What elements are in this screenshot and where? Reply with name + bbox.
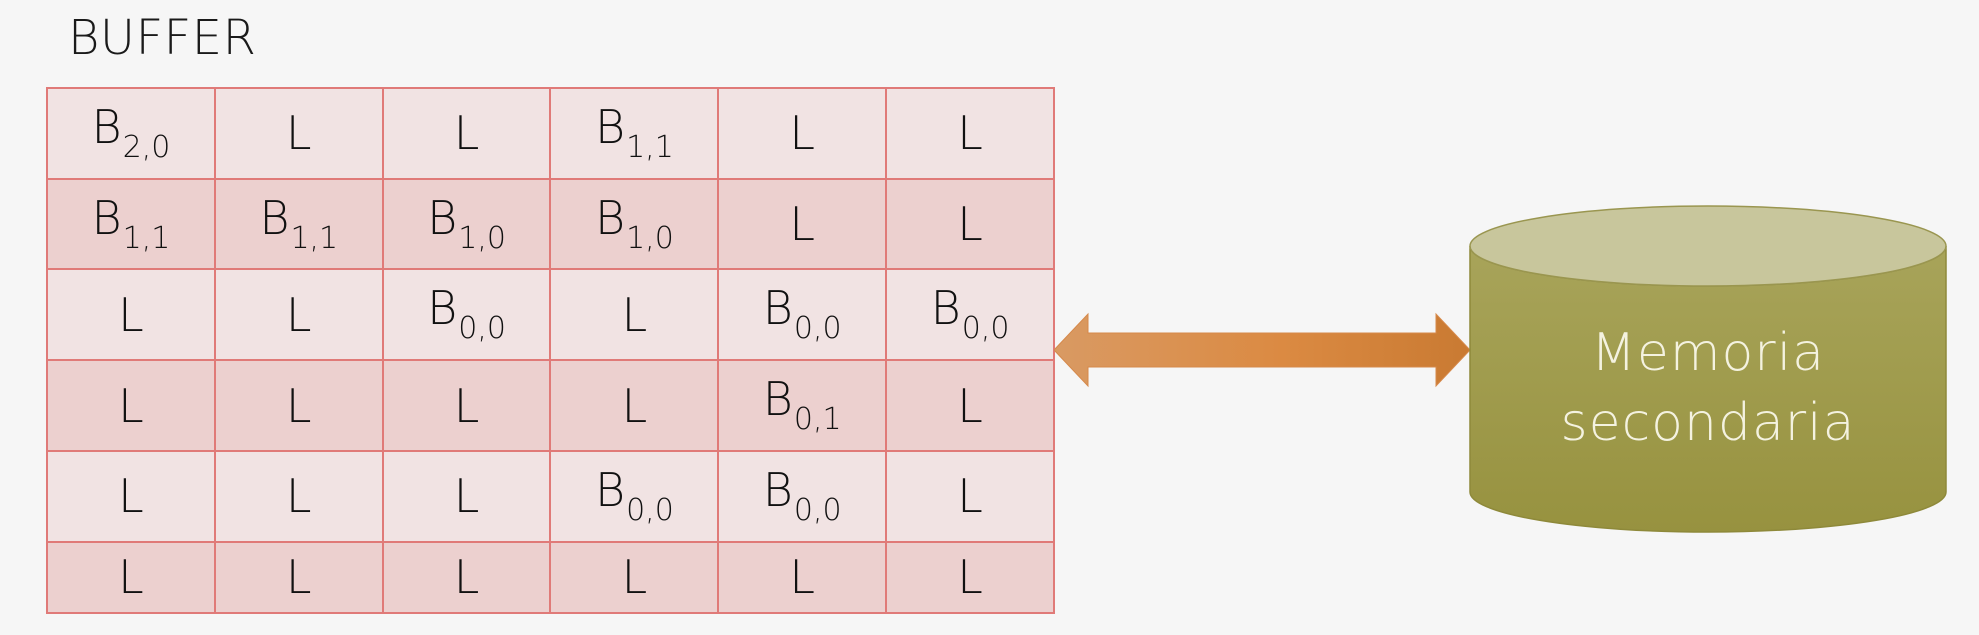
cell-symbol: L (118, 287, 144, 342)
cell-symbol: L (118, 550, 144, 605)
cell-symbol: B (91, 190, 122, 245)
cell-symbol: L (621, 550, 648, 605)
cell-subscript: 1,1 (290, 220, 339, 256)
cell-symbol: L (285, 287, 312, 342)
cell-subscript: 1,0 (626, 220, 674, 256)
buffer-cell: B2,0 (46, 87, 216, 180)
buffer-cell: B0,0 (549, 449, 720, 543)
buffer-cell: L (885, 359, 1055, 452)
buffer-row: B1,1 B1,1 B1,0 B1,0 L L (46, 177, 1055, 271)
buffer-cell: B0,0 (381, 268, 552, 362)
buffer-cell: B1,0 (381, 177, 552, 271)
buffer-cell: L (381, 540, 552, 615)
buffer-cell: B0,0 (717, 268, 888, 362)
buffer-cell: B0,1 (717, 359, 888, 452)
storage-label-line2: secondaria (1560, 393, 1856, 453)
cell-symbol: B (91, 99, 122, 154)
buffer-cell: L (46, 449, 216, 543)
cell-symbol: L (453, 550, 480, 605)
buffer-cell: L (381, 87, 552, 180)
cell-subscript: 0,0 (961, 311, 1010, 347)
cell-symbol: L (453, 106, 480, 161)
buffer-cell: L (549, 540, 720, 615)
cell-subscript: 0,0 (458, 311, 506, 347)
buffer-cell: L (213, 449, 384, 543)
cell-symbol: L (957, 106, 983, 161)
buffer-cell: L (717, 177, 888, 271)
cell-symbol: B (594, 190, 626, 245)
buffer-cell: L (46, 359, 216, 452)
cell-symbol: B (762, 281, 793, 336)
cell-symbol: B (427, 190, 458, 245)
cell-symbol: B (762, 462, 793, 517)
cell-symbol: L (957, 550, 983, 605)
cell-symbol: L (453, 378, 480, 433)
cell-symbol: B (930, 281, 961, 336)
buffer-row: B2,0 L L B1,1 L L (46, 87, 1055, 180)
buffer-cell: B1,1 (46, 177, 216, 271)
cell-symbol: B (594, 462, 626, 517)
cell-subscript: 1,0 (458, 220, 506, 256)
double-arrow-icon (1054, 312, 1470, 388)
buffer-cell: L (549, 268, 720, 362)
buffer-cell: L (885, 540, 1055, 615)
cell-symbol: L (285, 106, 312, 161)
buffer-cell: L (717, 87, 888, 180)
cell-subscript: 0,0 (626, 492, 674, 528)
buffer-cell: L (213, 359, 384, 452)
buffer-grid: B2,0 L L B1,1 L L B1,1 B1,1 B1,0 B1,0 L L L L B0,0 L B0,… (46, 87, 1055, 615)
cell-symbol: B (762, 372, 793, 427)
storage-label: Memoria secondaria (1470, 318, 1946, 458)
cell-symbol: L (285, 378, 312, 433)
buffer-title: BUFFER (68, 10, 257, 66)
buffer-cell: B1,1 (549, 87, 720, 180)
cell-symbol: L (957, 469, 983, 524)
cylinder-disk-icon (1469, 205, 1947, 533)
buffer-cell: L (213, 540, 384, 615)
buffer-cell: L (46, 540, 216, 615)
cell-symbol: L (285, 469, 312, 524)
cell-symbol: B (427, 281, 458, 336)
cell-symbol: B (594, 99, 626, 154)
buffer-cell: L (885, 449, 1055, 543)
buffer-row: L L L B0,0 B0,0 L (46, 449, 1055, 543)
cell-symbol: L (621, 378, 648, 433)
buffer-cell: L (381, 359, 552, 452)
buffer-cell: L (549, 359, 720, 452)
buffer-row: L L B0,0 L B0,0 B0,0 (46, 268, 1055, 362)
buffer-row: L L L L B0,1 L (46, 359, 1055, 452)
buffer-cell: B1,0 (549, 177, 720, 271)
cell-symbol: L (957, 378, 983, 433)
cell-subscript: 0,0 (793, 311, 842, 347)
cell-symbol: L (621, 287, 648, 342)
cell-symbol: L (118, 378, 144, 433)
cell-symbol: L (789, 550, 816, 605)
buffer-cell: B0,0 (717, 449, 888, 543)
cell-symbol: L (118, 469, 144, 524)
cell-symbol: L (285, 550, 312, 605)
buffer-cell: L (717, 540, 888, 615)
cell-subscript: 0,0 (793, 492, 842, 528)
buffer-cell: L (46, 268, 216, 362)
buffer-cell: L (213, 268, 384, 362)
cell-subscript: 2,0 (122, 129, 171, 165)
cell-symbol: L (957, 197, 983, 252)
cell-symbol: L (789, 106, 816, 161)
buffer-cell: L (213, 87, 384, 180)
cell-symbol: L (453, 469, 480, 524)
cell-subscript: 1,1 (122, 220, 171, 256)
buffer-cell: L (885, 177, 1055, 271)
cell-subscript: 1,1 (626, 129, 674, 165)
buffer-cell: B1,1 (213, 177, 384, 271)
buffer-cell: L (885, 87, 1055, 180)
cell-symbol: B (259, 190, 290, 245)
cell-symbol: L (789, 197, 816, 252)
buffer-cell: B0,0 (885, 268, 1055, 362)
cell-subscript: 0,1 (793, 402, 842, 438)
storage-label-line1: Memoria (1590, 323, 1826, 383)
buffer-cell: L (381, 449, 552, 543)
